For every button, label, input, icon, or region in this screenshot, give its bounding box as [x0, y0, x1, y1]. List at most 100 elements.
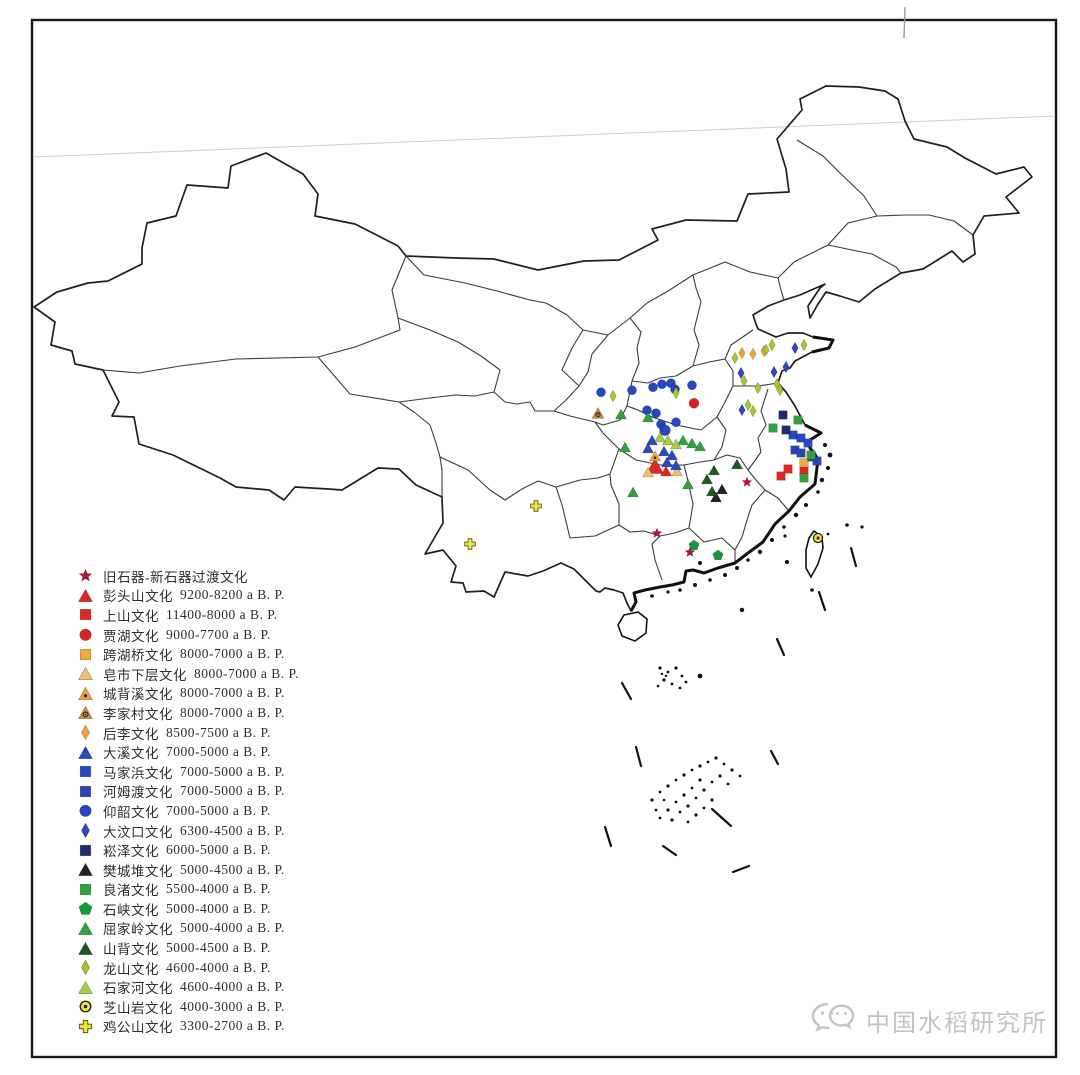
site-marker — [776, 471, 786, 481]
legend-item: 皂市下层文化 8000-7000 a B. P. — [78, 664, 299, 684]
site-marker — [672, 386, 680, 400]
legend-period: 3300-2700 a B. P. — [180, 1018, 285, 1034]
triangle-icon — [78, 921, 93, 936]
legend-item: 鸡公山文化 3300-2700 a B. P. — [78, 1017, 299, 1037]
legend-period: 8000-7000 a B. P. — [194, 665, 299, 681]
site-marker — [651, 408, 661, 419]
site-marker — [799, 458, 809, 468]
site-marker — [716, 483, 728, 495]
legend-label: 城背溪文化 — [103, 687, 173, 703]
legend-label: 樊城堆文化 — [103, 863, 173, 879]
coastal-islets — [650, 443, 864, 613]
legend-label: 仰韶文化 — [103, 804, 159, 820]
legend-item: 李家村文化 8000-7000 a B. P. — [78, 703, 299, 723]
site-marker — [694, 440, 706, 452]
legend-label: 屈家岭文化 — [103, 922, 173, 938]
watermark-text: 中国水稻研究所 — [866, 1009, 1048, 1037]
legend-item: 樊城堆文化 5000-4500 a B. P. — [78, 860, 299, 880]
tri-ring-icon — [78, 705, 93, 720]
site-marker — [799, 473, 809, 483]
site-marker — [658, 445, 670, 457]
watermark: 中国水稻研究所 — [810, 1000, 1048, 1040]
site-marker — [684, 546, 696, 557]
legend-period: 5000-4000 a B. P. — [166, 900, 271, 916]
site-marker — [737, 366, 745, 380]
site-marker — [670, 459, 682, 471]
site-marker — [731, 458, 743, 470]
south-china-sea-islands — [650, 666, 742, 824]
site-marker — [701, 473, 713, 485]
site-marker — [648, 382, 658, 393]
site-marker — [642, 411, 654, 423]
legend-item: 马家浜文化 7000-5000 a B. P. — [78, 762, 299, 782]
hainan-island — [617, 611, 648, 642]
square-icon — [78, 784, 93, 799]
site-marker — [686, 437, 698, 449]
cross-icon — [78, 1019, 93, 1034]
legend-label: 皂市下层文化 — [103, 667, 187, 683]
legend-period: 11400-8000 a B. P. — [166, 606, 278, 622]
legend-label: 石峡文化 — [103, 902, 159, 918]
legend-label: 芝山岩文化 — [103, 1000, 173, 1016]
site-marker — [776, 383, 784, 397]
legend-period: 8500-7500 a B. P. — [166, 724, 271, 740]
site-marker — [670, 438, 682, 450]
legend-item: 河姆渡文化 7000-5000 a B. P. — [78, 782, 299, 802]
site-marker — [770, 365, 778, 379]
site-marker — [740, 374, 748, 388]
site-marker — [662, 434, 674, 446]
site-marker — [781, 425, 791, 435]
legend-item: 贾湖文化 9000-7700 a B. P. — [78, 625, 299, 645]
legend-item: 大溪文化 7000-5000 a B. P. — [78, 742, 299, 762]
site-marker — [712, 549, 724, 560]
site-marker — [688, 539, 700, 550]
site-marker — [671, 417, 681, 428]
site-marker — [596, 387, 606, 398]
site-marker — [646, 457, 664, 474]
legend-label: 鸡公山文化 — [103, 1020, 173, 1036]
legend-label: 龙山文化 — [103, 961, 159, 977]
circle-icon — [78, 627, 93, 642]
legend-item: 崧泽文化 6000-5000 a B. P. — [78, 840, 299, 860]
legend-label: 大汶口文化 — [103, 824, 173, 840]
site-marker — [812, 532, 824, 544]
shandong-tip-coast — [811, 335, 835, 354]
legend-label: 石家河文化 — [103, 981, 173, 997]
legend-item: 跨湖桥文化 8000-7000 a B. P. — [78, 644, 299, 664]
legend-label: 旧石器-新石器过渡文化 — [103, 569, 248, 585]
scan-artifact-tick — [903, 6, 906, 39]
site-marker — [649, 450, 661, 462]
site-marker — [768, 423, 778, 433]
legend-label: 贾湖文化 — [103, 628, 159, 644]
legend-item: 芝山岩文化 4000-3000 a B. P. — [78, 997, 299, 1017]
site-marker — [783, 464, 793, 474]
legend-period: 7000-5000 a B. P. — [166, 744, 271, 760]
site-marker — [642, 466, 654, 478]
legend-item: 大汶口文化 6300-4500 a B. P. — [78, 821, 299, 841]
site-marker — [738, 346, 746, 360]
site-marker — [661, 456, 673, 468]
site-marker — [627, 385, 637, 396]
scan-artifact-line — [32, 115, 1056, 158]
legend-period: 7000-5000 a B. P. — [180, 783, 285, 799]
site-marker — [688, 398, 700, 409]
site-marker — [762, 343, 770, 357]
diamond-icon — [78, 823, 93, 839]
maritime-dashes — [603, 546, 858, 874]
legend-item: 上山文化 11400-8000 a B. P. — [78, 605, 299, 625]
site-marker — [791, 341, 799, 355]
legend-item: 石峡文化 5000-4000 a B. P. — [78, 899, 299, 919]
triangle-icon — [78, 980, 93, 995]
site-marker — [627, 486, 639, 498]
site-marker — [642, 442, 654, 454]
square-icon — [78, 647, 93, 662]
legend-period: 4600-4000 a B. P. — [180, 979, 285, 995]
site-marker — [646, 434, 658, 446]
diamond-icon — [78, 960, 93, 976]
square-icon — [78, 607, 93, 622]
legend-period: 6000-5000 a B. P. — [166, 842, 271, 858]
legend-period: 5000-4500 a B. P. — [180, 861, 285, 877]
diamond-icon — [78, 725, 93, 741]
legend-period: 7000-5000 a B. P. — [180, 763, 285, 779]
legend-label: 马家浜文化 — [103, 765, 173, 781]
